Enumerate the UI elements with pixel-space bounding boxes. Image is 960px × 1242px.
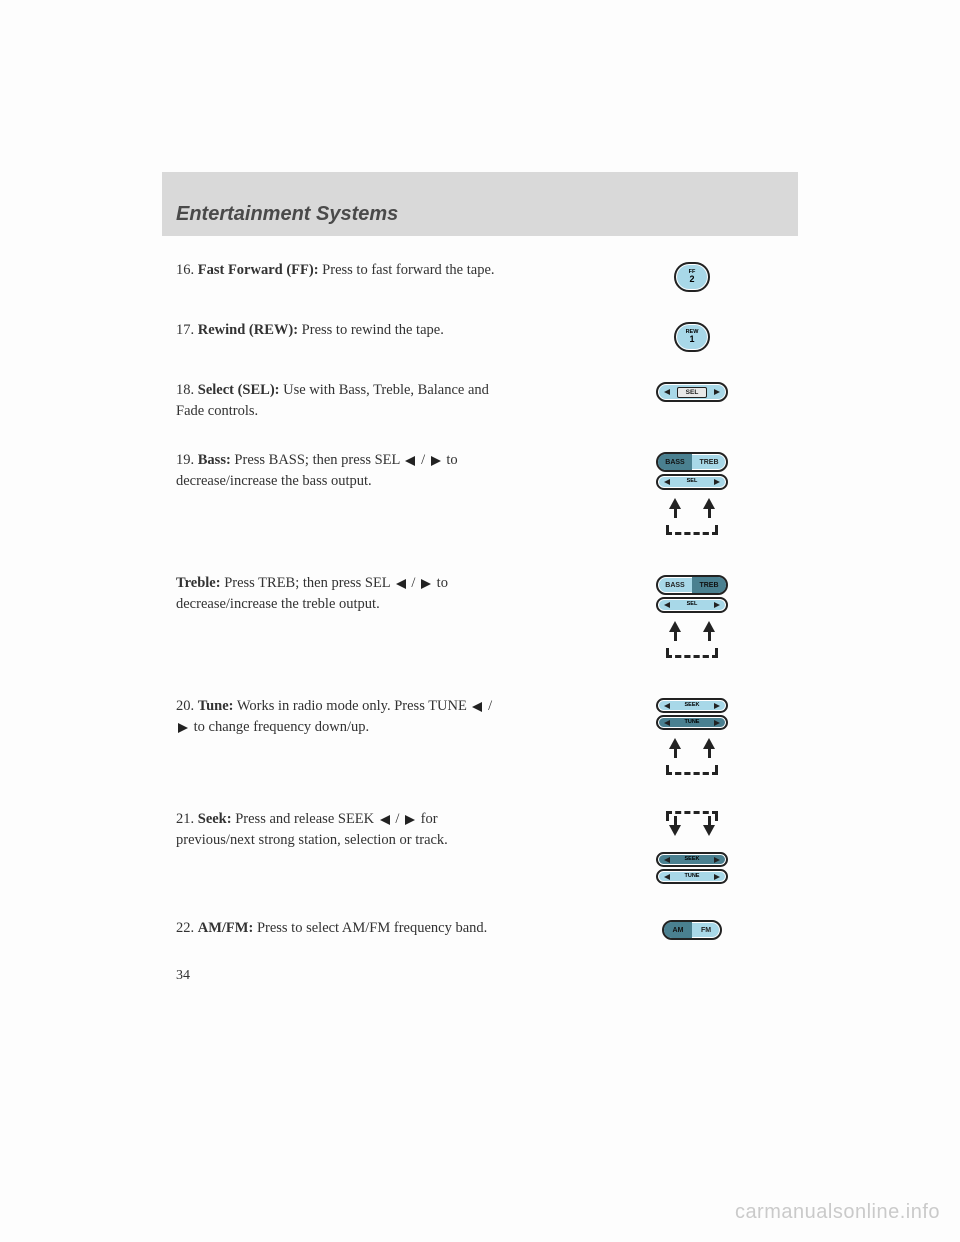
- entry-tune: 20. Tune: Works in radio mode only. Pres…: [162, 696, 802, 775]
- triangle-left-icon: [396, 579, 406, 589]
- page-number: 34: [162, 968, 802, 984]
- dashed-box-icon: [666, 648, 718, 658]
- seek-bar-icon: SEEK: [656, 852, 728, 867]
- icon-tune: SEEK TUNE: [582, 696, 802, 775]
- triangle-right-icon: [431, 456, 441, 466]
- header-bar: Entertainment Systems: [162, 172, 798, 236]
- triangle-right-icon: [714, 389, 720, 395]
- ff-button-icon: FF 2: [674, 262, 710, 292]
- header-title: Entertainment Systems: [176, 203, 398, 226]
- text-treble: Treble: Press TREB; then press SEL / to …: [176, 573, 496, 615]
- icon-rew: REW 1: [582, 320, 802, 352]
- bass-treb-bar-icon: BASS TREB: [656, 575, 728, 595]
- icon-sel: SEL: [582, 380, 802, 402]
- entry-treble: Treble: Press TREB; then press SEL / to …: [162, 573, 802, 658]
- sel-bar-icon: SEL: [656, 597, 728, 613]
- entry-rew: 17. Rewind (REW): Press to rewind the ta…: [162, 320, 802, 352]
- triangle-left-icon: [380, 815, 390, 825]
- seek-bar-icon: SEEK: [656, 698, 728, 713]
- triangle-left-icon: [405, 456, 415, 466]
- dashed-box-icon: [666, 765, 718, 775]
- bass-treb-bar-icon: BASS TREB: [656, 452, 728, 472]
- triangle-left-icon: [472, 702, 482, 712]
- tune-bar-icon: TUNE: [656, 715, 728, 730]
- manual-page: Entertainment Systems 16. Fast Forward (…: [162, 172, 802, 984]
- text-bass: 19. Bass: Press BASS; then press SEL / t…: [176, 450, 496, 492]
- triangle-right-icon: [405, 815, 415, 825]
- arrows-down-icon: [669, 825, 715, 836]
- icon-amfm: AM FM: [582, 918, 802, 940]
- entry-amfm: 22. AM/FM: Press to select AM/FM frequen…: [162, 918, 802, 940]
- text-rew: 17. Rewind (REW): Press to rewind the ta…: [176, 320, 496, 341]
- dashed-box-icon: [666, 525, 718, 535]
- arrows-up-icon: [669, 498, 715, 509]
- entry-sel: 18. Select (SEL): Use with Bass, Treble,…: [162, 380, 802, 422]
- arrows-up-icon: [669, 738, 715, 749]
- icon-bass: BASS TREB SEL: [582, 450, 802, 535]
- text-sel: 18. Select (SEL): Use with Bass, Treble,…: [176, 380, 496, 422]
- text-seek: 21. Seek: Press and release SEEK / for p…: [176, 809, 496, 851]
- sel-bar-icon: SEL: [656, 474, 728, 490]
- entry-bass: 19. Bass: Press BASS; then press SEL / t…: [162, 450, 802, 535]
- text-tune: 20. Tune: Works in radio mode only. Pres…: [176, 696, 496, 738]
- triangle-right-icon: [421, 579, 431, 589]
- tune-bar-icon: TUNE: [656, 869, 728, 884]
- triangle-right-icon: [178, 723, 188, 733]
- sel-button-icon: SEL: [656, 382, 728, 402]
- arrows-up-icon: [669, 621, 715, 632]
- entry-seek: 21. Seek: Press and release SEEK / for p…: [162, 809, 802, 884]
- text-ff: 16. Fast Forward (FF): Press to fast for…: [176, 260, 496, 281]
- icon-seek: SEEK TUNE: [582, 809, 802, 884]
- triangle-left-icon: [664, 389, 670, 395]
- entry-ff: 16. Fast Forward (FF): Press to fast for…: [162, 260, 802, 292]
- icon-ff: FF 2: [582, 260, 802, 292]
- amfm-button-icon: AM FM: [662, 920, 722, 940]
- icon-treble: BASS TREB SEL: [582, 573, 802, 658]
- text-amfm: 22. AM/FM: Press to select AM/FM frequen…: [176, 918, 496, 939]
- rew-button-icon: REW 1: [674, 322, 710, 352]
- watermark: carmanualsonline.info: [735, 1201, 940, 1224]
